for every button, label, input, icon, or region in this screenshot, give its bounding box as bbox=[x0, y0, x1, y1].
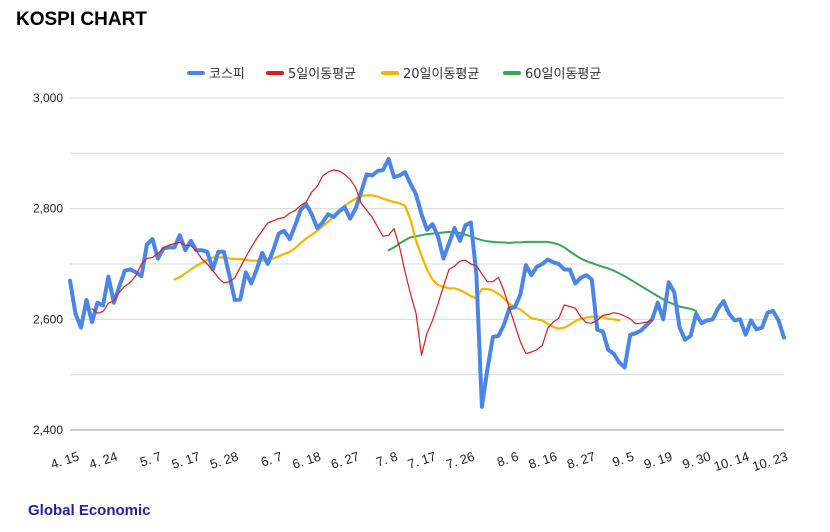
gridlines bbox=[70, 97, 784, 431]
x-tick-label: 6. 18 bbox=[290, 449, 322, 472]
x-tick-label: 8. 16 bbox=[527, 449, 559, 472]
legend-label: 코스피 bbox=[209, 67, 245, 82]
y-tick-label: 2,600 bbox=[33, 312, 63, 326]
legend: 코스피 5일이동평균 20일이동평균 60일이동평균 bbox=[187, 67, 601, 82]
x-tick-label: 10. 14 bbox=[712, 449, 751, 474]
y-tick-label: 2,400 bbox=[33, 423, 63, 437]
x-tick-label: 8. 6 bbox=[495, 449, 520, 470]
x-tick-label: 5. 17 bbox=[170, 449, 202, 472]
x-tick-label: 5. 28 bbox=[208, 449, 240, 472]
x-tick-label: 7. 26 bbox=[444, 449, 476, 472]
x-tick-label: 4. 15 bbox=[49, 449, 81, 472]
series-ma5-line bbox=[91, 169, 653, 356]
x-tick-label: 6. 7 bbox=[259, 449, 284, 470]
x-tick-label: 7. 17 bbox=[406, 449, 438, 472]
x-tick-label: 9. 30 bbox=[680, 449, 712, 472]
y-tick-label: 3,000 bbox=[33, 91, 63, 105]
x-tick-label: 9. 19 bbox=[642, 449, 674, 472]
series-lines bbox=[68, 156, 786, 409]
x-tick-label: 8. 27 bbox=[565, 449, 597, 472]
legend-label: 20일이동평균 bbox=[403, 67, 479, 82]
x-tick-label: 5. 7 bbox=[138, 449, 163, 470]
series-ma60-line bbox=[387, 230, 698, 312]
x-tick-label: 6. 27 bbox=[329, 449, 361, 472]
legend-label: 5일이동평균 bbox=[288, 67, 356, 82]
x-tick-label: 4. 24 bbox=[87, 449, 119, 472]
x-tick-label: 9. 5 bbox=[610, 449, 635, 470]
legend-label: 60일이동평균 bbox=[525, 67, 601, 82]
series-kospi-line bbox=[68, 156, 786, 409]
footer-label: Global Economic bbox=[28, 502, 151, 519]
x-tick-label: 7. 8 bbox=[374, 449, 399, 470]
y-tick-label: 2,800 bbox=[33, 202, 63, 216]
y-axis: 2,400 2,600 2,800 3,000 bbox=[33, 91, 63, 437]
series-ma20-line bbox=[173, 194, 621, 330]
chart-title: KOSPI CHART bbox=[16, 9, 147, 30]
x-tick-label: 10. 23 bbox=[750, 449, 789, 474]
x-axis: 4. 15 4. 24 5. 7 5. 17 5. 28 6. 7 6. 18 6. 27 7.… bbox=[49, 449, 790, 474]
